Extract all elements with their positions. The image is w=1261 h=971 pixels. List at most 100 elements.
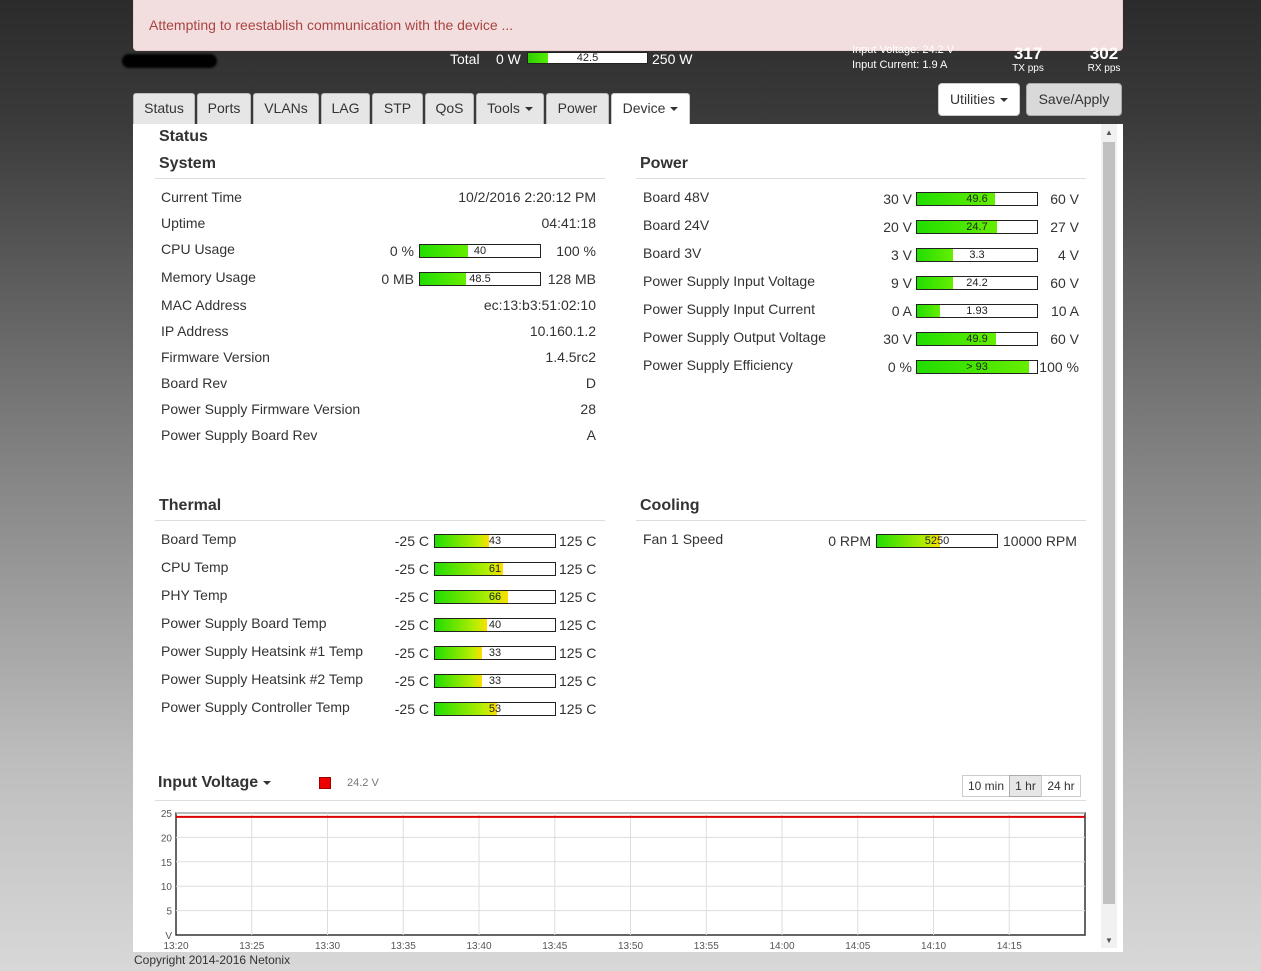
y-tick-label: 15	[161, 858, 173, 869]
thermal-label-heatsink2: Power Supply Heatsink #2 Temp	[161, 671, 364, 687]
range-24hr-button[interactable]: 24 hr	[1041, 775, 1081, 797]
utilities-button[interactable]: Utilities	[938, 83, 1020, 116]
cooling-max-fan1: 10000 RPM	[1003, 533, 1077, 549]
power-min-board48: 30 V	[883, 191, 912, 207]
system-label-current-time: Current Time	[161, 189, 242, 205]
range-10min-button[interactable]: 10 min	[962, 775, 1010, 797]
power-max-board24: 27 V	[1050, 219, 1079, 235]
power-label-ps-output-voltage: Power Supply Output Voltage	[643, 329, 826, 345]
thermal-bar-board: 43	[434, 534, 556, 548]
power-value-board3: 3.3	[969, 249, 985, 261]
power-value-board48: 49.6	[966, 193, 988, 205]
tab-device[interactable]: Device	[611, 93, 690, 125]
power-max-board48: 60 V	[1050, 191, 1079, 207]
power-title: Power	[640, 155, 689, 172]
system-label-ip: IP Address	[161, 323, 229, 339]
range-1hr-button[interactable]: 1 hr	[1009, 775, 1042, 797]
memory-usage-fill	[420, 273, 466, 285]
system-value-mac: ec:13:b3:51:02:10	[483, 297, 596, 313]
cooling-title: Cooling	[640, 497, 700, 514]
system-label-firmware: Firmware Version	[161, 349, 270, 365]
divider	[155, 800, 1086, 801]
power-fill-ps-input-voltage	[917, 277, 953, 289]
scrollbar-thumb[interactable]	[1103, 142, 1115, 904]
thermal-min-cpu: -25 C	[394, 561, 429, 577]
cooling-bar-fan1: 5250	[876, 534, 998, 548]
power-label-ps-efficiency: Power Supply Efficiency	[643, 357, 793, 373]
system-value-uptime: 04:41:18	[541, 215, 597, 231]
power-label-board48: Board 48V	[643, 189, 710, 205]
y-axis-unit-label: V	[165, 931, 172, 942]
thermal-value-ps-board: 40	[488, 619, 502, 631]
chart-title-dropdown[interactable]: Input Voltage	[158, 774, 272, 792]
y-tick-label: 25	[161, 809, 173, 820]
power-value-ps-input-current: 1.93	[966, 305, 988, 317]
scroll-down-icon[interactable]: ▼	[1105, 936, 1113, 945]
power-max-ps-input-current: 10 A	[1050, 303, 1079, 319]
alert-text: Attempting to reestablish communication …	[149, 17, 514, 33]
power-min-board3: 3 V	[890, 247, 912, 263]
thermal-fill-heatsink2	[435, 675, 482, 687]
thermal-max-heatsink2: 125 C	[559, 673, 597, 689]
thermal-min-board: -25 C	[394, 533, 429, 549]
power-fill-board3	[917, 249, 953, 261]
power-label-board3: Board 3V	[643, 245, 702, 261]
thermal-max-board: 125 C	[559, 533, 597, 549]
page-title: Status	[159, 128, 208, 145]
power-label-ps-input-voltage: Power Supply Input Voltage	[643, 273, 816, 289]
power-max-ps-input-voltage: 60 V	[1050, 275, 1079, 291]
system-value-ps-board-rev: A	[586, 427, 596, 443]
scroll-up-icon[interactable]: ▲	[1105, 128, 1113, 137]
connection-alert: Attempting to reestablish communication …	[133, 0, 1123, 51]
input-voltage-chart: 25 20 15 10 5 V13:20 13:25 13:30 13:35 13:40 13:45…	[161, 809, 1086, 950]
power-min-ps-input-current: 0 A	[891, 303, 912, 319]
tab-stp[interactable]: STP	[372, 93, 423, 124]
x-tick-label: 14:10	[921, 941, 946, 950]
total-power-bar: 42.5	[527, 52, 648, 64]
power-bar-ps-input-voltage: 24.2	[916, 276, 1038, 290]
rx-label: RX pps	[1087, 63, 1121, 74]
x-tick-label: 13:25	[239, 941, 264, 950]
rx-value: 302	[1089, 44, 1119, 63]
tab-qos[interactable]: QoS	[425, 93, 474, 124]
tx-value: 317	[1013, 44, 1043, 63]
system-label-uptime: Uptime	[161, 215, 206, 231]
divider	[636, 178, 1086, 179]
tab-vlans[interactable]: VLANs	[253, 93, 319, 124]
system-value-board-rev: D	[585, 375, 596, 391]
memory-usage-value: 48.5	[469, 273, 491, 285]
tx-label: TX pps	[1012, 63, 1044, 74]
power-value-ps-efficiency: > 93	[966, 361, 988, 373]
power-bar-ps-efficiency: > 93	[916, 360, 1038, 374]
cooling-value-fan1: 5250	[924, 535, 950, 547]
power-value-board24: 24.7	[966, 221, 988, 233]
tab-lag[interactable]: LAG	[321, 93, 370, 124]
thermal-fill-board	[435, 535, 489, 547]
thermal-min-heatsink1: -25 C	[394, 645, 429, 661]
x-tick-label: 13:55	[694, 941, 719, 950]
power-fill-board48	[917, 193, 995, 205]
thermal-bar-cpu: 61	[434, 562, 556, 576]
input-voltage-text: Input Voltage: 24.2 V	[852, 44, 955, 56]
cooling-min-fan1: 0 RPM	[828, 533, 871, 549]
system-value-current-time: 10/2/2016 2:20:12 PM	[458, 189, 596, 205]
x-tick-label: 13:50	[618, 941, 643, 950]
system-value-ip: 10.160.1.2	[529, 323, 596, 339]
y-tick-label: 10	[161, 882, 173, 893]
tab-power[interactable]: Power	[546, 93, 609, 124]
power-label-board24: Board 24V	[643, 217, 710, 233]
tab-ports[interactable]: Ports	[197, 93, 251, 124]
power-min-ps-input-voltage: 9 V	[890, 275, 912, 291]
chevron-down-icon	[263, 780, 272, 785]
thermal-min-heatsink2: -25 C	[394, 673, 429, 689]
thermal-value-board: 43	[488, 535, 502, 547]
tab-status[interactable]: Status	[133, 93, 195, 124]
thermal-max-heatsink1: 125 C	[559, 645, 597, 661]
system-label-memory: Memory Usage	[161, 269, 256, 285]
thermal-bar-controller: 53	[434, 702, 556, 716]
input-current-text: Input Current: 1.9 A	[852, 59, 948, 71]
cooling-label-fan1: Fan 1 Speed	[643, 531, 724, 547]
tab-tools[interactable]: Tools	[476, 93, 544, 124]
system-label-cpu: CPU Usage	[161, 241, 235, 257]
save-apply-button[interactable]: Save/Apply	[1026, 83, 1122, 116]
